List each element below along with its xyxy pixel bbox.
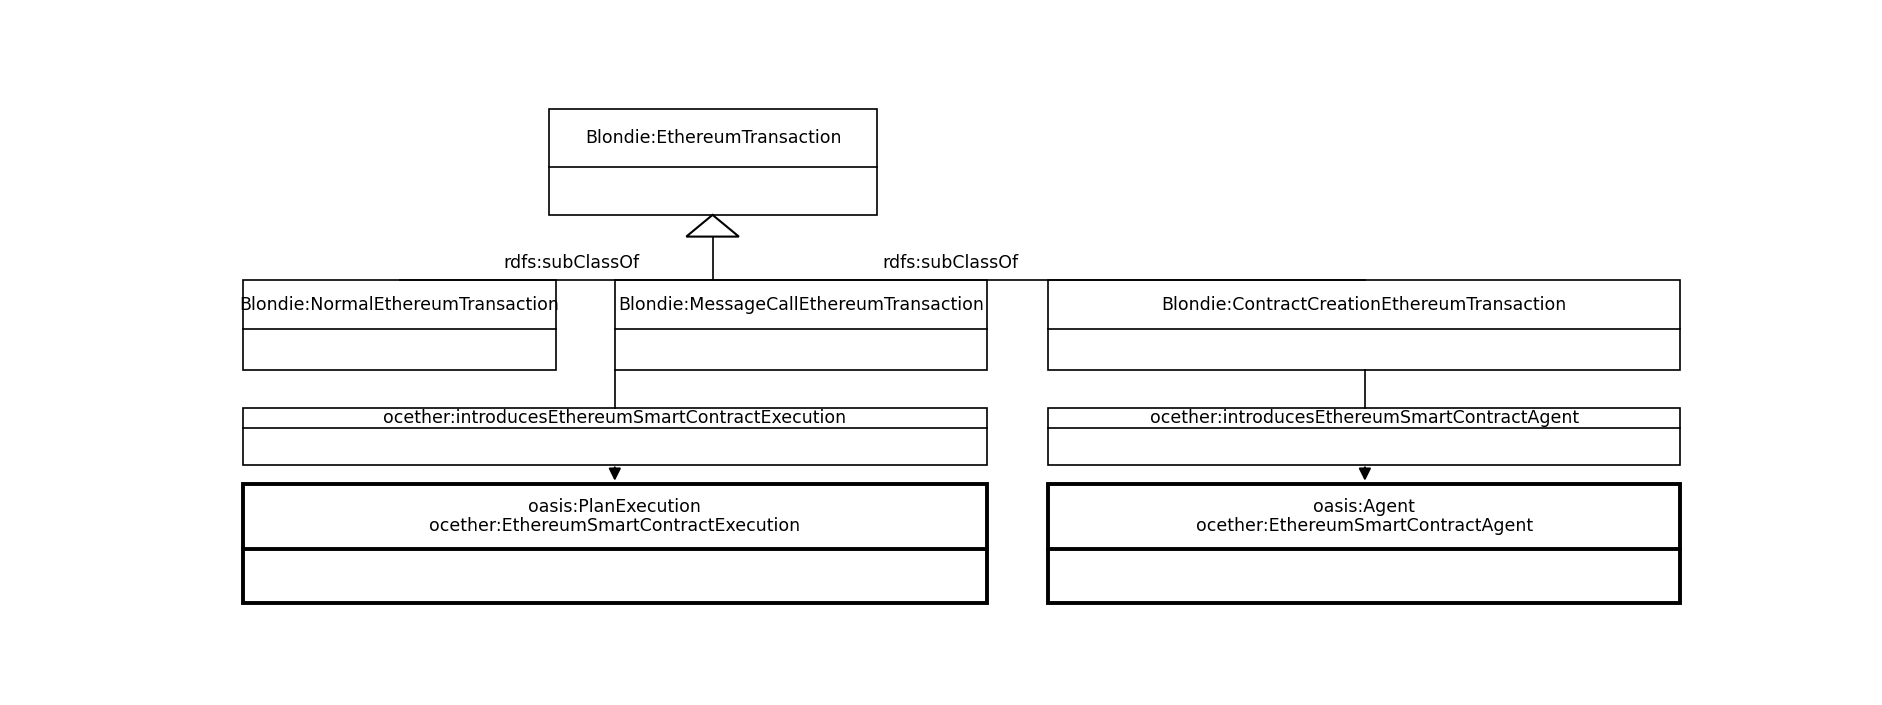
Text: ocether:EthereumSmartContractAgent: ocether:EthereumSmartContractAgent <box>1195 517 1532 534</box>
Polygon shape <box>685 215 738 237</box>
Bar <box>614 280 986 369</box>
Bar <box>243 280 557 369</box>
Text: oasis:Agent: oasis:Agent <box>1312 498 1415 516</box>
Bar <box>243 484 986 603</box>
Text: rdfs:subClassOf: rdfs:subClassOf <box>883 254 1018 272</box>
Bar <box>1048 407 1679 465</box>
Text: Blondie:EthereumTransaction: Blondie:EthereumTransaction <box>585 129 841 147</box>
Text: Blondie:MessageCallEthereumTransaction: Blondie:MessageCallEthereumTransaction <box>617 295 982 314</box>
Text: Blondie:ContractCreationEthereumTransaction: Blondie:ContractCreationEthereumTransact… <box>1161 295 1566 314</box>
Bar <box>243 407 986 465</box>
Text: rdfs:subClassOf: rdfs:subClassOf <box>502 254 638 272</box>
Text: oasis:PlanExecution: oasis:PlanExecution <box>529 498 700 516</box>
Bar <box>1048 484 1679 603</box>
Text: ocether:introducesEthereumSmartContractExecution: ocether:introducesEthereumSmartContractE… <box>384 409 845 427</box>
Text: Blondie:NormalEthereumTransaction: Blondie:NormalEthereumTransaction <box>239 295 559 314</box>
Bar <box>1048 280 1679 369</box>
Bar <box>550 109 877 215</box>
Text: ocether:EthereumSmartContractExecution: ocether:EthereumSmartContractExecution <box>429 517 800 534</box>
Text: ocether:introducesEthereumSmartContractAgent: ocether:introducesEthereumSmartContractA… <box>1150 409 1577 427</box>
